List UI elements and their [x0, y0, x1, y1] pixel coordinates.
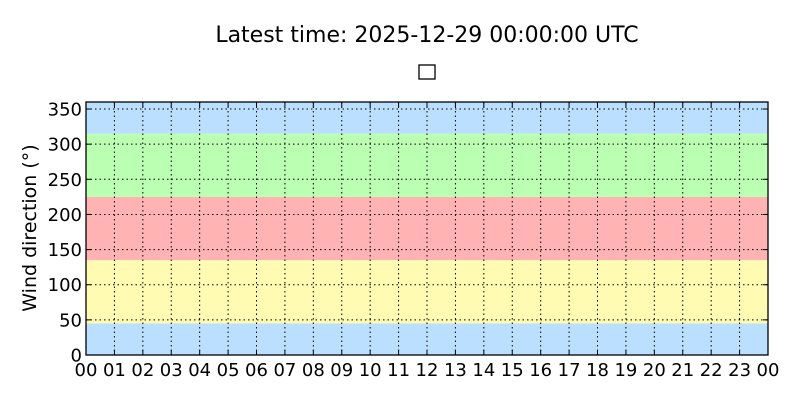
y-tick-label: 100 [48, 275, 82, 296]
x-tick-label: 06 [245, 360, 268, 381]
x-tick-label: 00 [757, 360, 780, 381]
x-tick-label: 12 [416, 360, 439, 381]
x-tick-label: 22 [700, 360, 723, 381]
y-tick-label: 150 [48, 240, 82, 261]
x-tick-label: 03 [160, 360, 183, 381]
x-tick-label: 13 [444, 360, 467, 381]
x-tick-label: 14 [472, 360, 495, 381]
chart-title: Latest time: 2025-12-29 00:00:00 UTC [215, 23, 638, 48]
x-tick-label: 01 [103, 360, 126, 381]
y-tick-label: 350 [48, 100, 82, 121]
x-tick-label: 07 [273, 360, 296, 381]
plot-frame [85, 101, 769, 356]
x-tick-label: 08 [302, 360, 325, 381]
x-tick-label: 10 [359, 360, 382, 381]
grid-lines [85, 102, 769, 356]
x-tick-label: 23 [728, 360, 751, 381]
y-tick-label: 250 [48, 170, 82, 191]
x-tick-label: 19 [614, 360, 637, 381]
x-tick-label: 16 [529, 360, 552, 381]
x-tick-label: 11 [387, 360, 410, 381]
x-tick-label: 21 [671, 360, 694, 381]
x-tick-label: 09 [330, 360, 353, 381]
x-tick-label: 17 [558, 360, 581, 381]
y-axis-label: Wind direction (°) [19, 144, 41, 311]
x-tick-label: 04 [188, 360, 211, 381]
x-tick-label: 02 [131, 360, 154, 381]
y-tick-label: 50 [59, 310, 82, 331]
legend-box [418, 64, 436, 80]
x-tick-label: 18 [586, 360, 609, 381]
x-tick-label: 15 [501, 360, 524, 381]
x-tick-label: 05 [217, 360, 240, 381]
y-tick-label: 300 [48, 135, 82, 156]
x-tick-label: 00 [75, 360, 98, 381]
y-tick-label: 0 [71, 346, 82, 367]
x-tick-label: 20 [643, 360, 666, 381]
y-tick-label: 200 [48, 205, 82, 226]
